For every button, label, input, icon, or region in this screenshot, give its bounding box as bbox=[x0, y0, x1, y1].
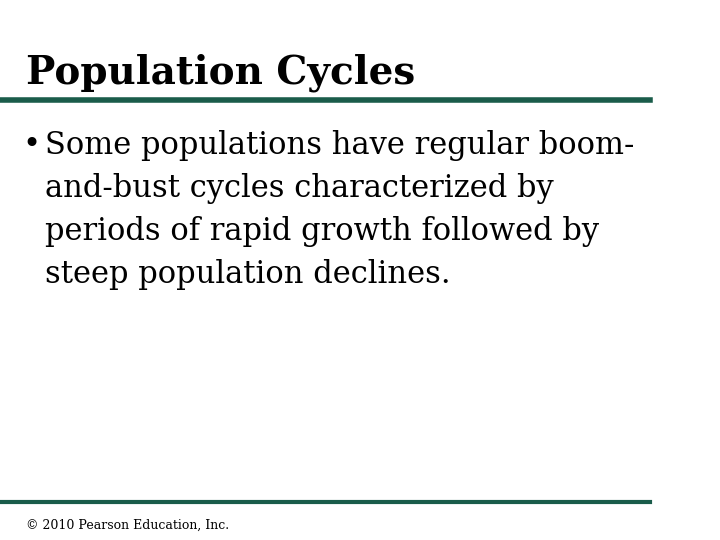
Text: Population Cycles: Population Cycles bbox=[26, 54, 415, 92]
Text: Some populations have regular boom-
and-bust cycles characterized by
periods of : Some populations have regular boom- and-… bbox=[45, 130, 635, 289]
Text: •: • bbox=[23, 130, 41, 160]
Text: © 2010 Pearson Education, Inc.: © 2010 Pearson Education, Inc. bbox=[26, 518, 229, 531]
